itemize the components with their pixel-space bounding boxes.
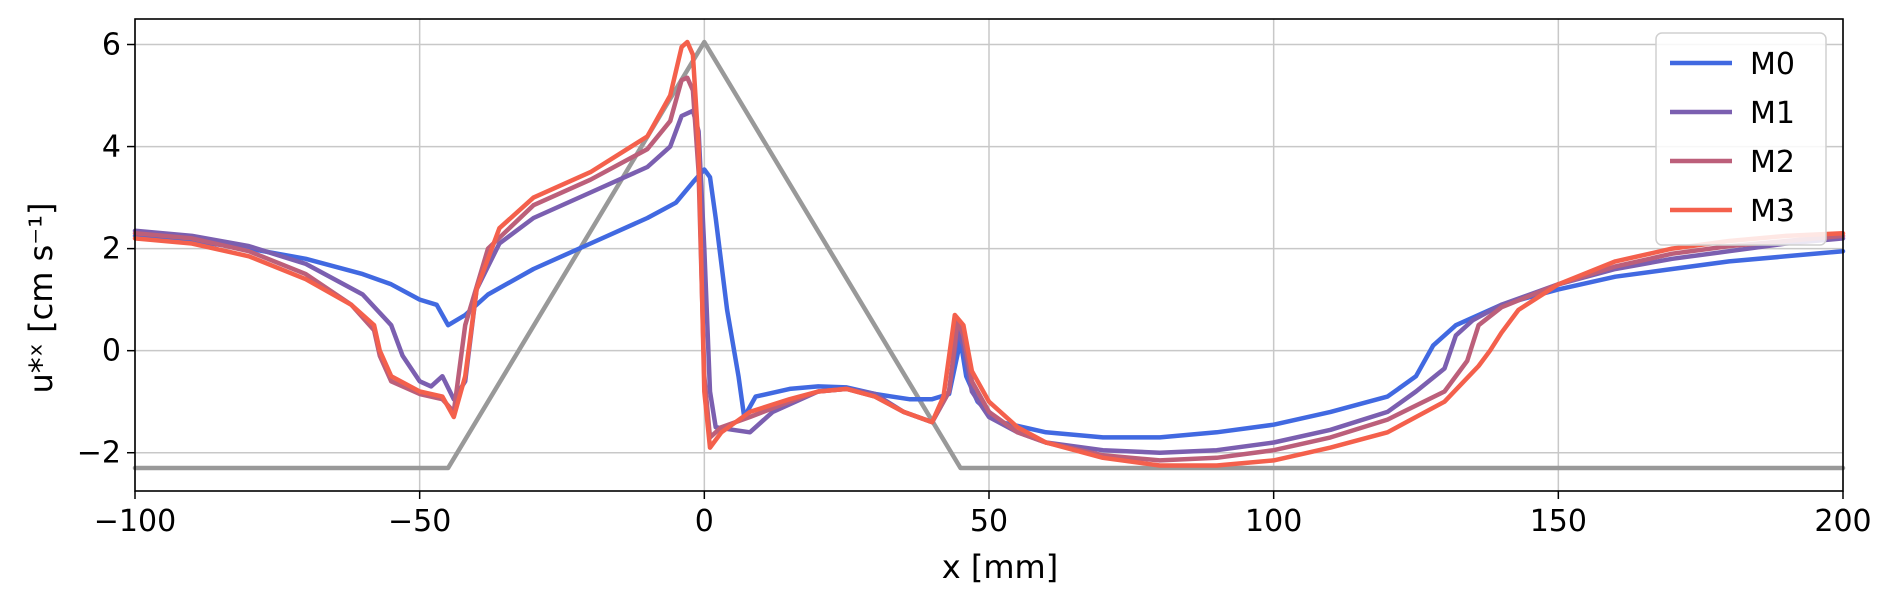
x-tick-label: 200 [1814,504,1871,539]
legend-box [1655,32,1827,246]
legend-label: M1 [1750,96,1795,131]
series-line-m3 [132,39,1846,468]
x-tick-label: 150 [1530,504,1587,539]
x-tick-label: 50 [970,504,1008,539]
x-tick-label: 100 [1245,504,1302,539]
x-tick-label: −100 [94,504,176,539]
y-tick-label: 4 [102,130,121,165]
reference-line [132,39,1846,471]
x-ticks: −100 −50 0 50 100 150 200 [94,491,1872,539]
y-axis-label: u*ˣ [cm s⁻¹] [22,203,60,394]
grid-lines [134,19,1844,491]
y-tick-label: −2 [77,436,121,471]
legend-label: M0 [1750,47,1795,82]
legend: M0 M1 M2 M3 [1655,32,1827,246]
x-tick-label: 0 [695,504,714,539]
y-tick-label: 0 [102,334,121,369]
y-tick-label: 6 [102,28,121,63]
y-tick-label: 2 [102,232,121,267]
x-axis-label: x [mm] [942,548,1058,586]
x-tick-label: −50 [388,504,451,539]
y-ticks: −2 0 2 4 6 [77,28,135,471]
series-lines [132,39,1846,471]
legend-label: M3 [1750,194,1795,229]
legend-label: M2 [1750,145,1795,180]
